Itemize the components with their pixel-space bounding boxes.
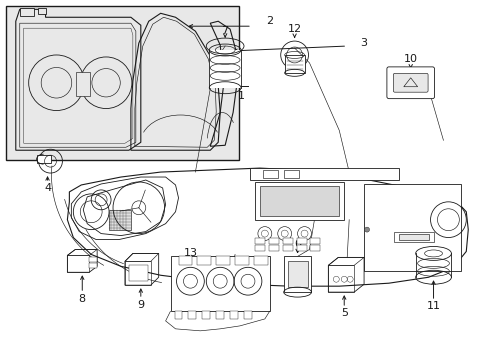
FancyBboxPatch shape (387, 67, 435, 99)
Text: 8: 8 (79, 294, 86, 304)
Bar (296, 238, 307, 243)
Bar (364, 184, 461, 271)
Bar (254, 256, 268, 265)
Text: 6: 6 (294, 239, 301, 248)
Bar (197, 256, 211, 265)
Bar (284, 256, 312, 292)
Bar (269, 238, 279, 243)
Bar (311, 246, 320, 251)
Bar (209, 50, 241, 88)
Bar (174, 311, 182, 319)
Bar (171, 256, 270, 311)
Bar (89, 257, 97, 262)
Bar (283, 246, 293, 251)
Bar (255, 182, 344, 220)
Bar (129, 265, 148, 281)
Bar (244, 311, 252, 319)
Text: 2: 2 (266, 16, 273, 26)
Bar (255, 238, 265, 243)
Text: 9: 9 (137, 300, 145, 310)
Bar (216, 256, 230, 265)
Bar (230, 311, 238, 319)
FancyBboxPatch shape (393, 73, 428, 92)
Bar (283, 238, 293, 243)
Bar (202, 311, 210, 319)
Text: 5: 5 (341, 308, 348, 318)
Bar (263, 170, 278, 178)
Bar (250, 168, 399, 180)
Bar (37, 155, 50, 163)
Text: 7: 7 (221, 26, 229, 36)
Bar (260, 186, 339, 216)
Bar (284, 170, 298, 178)
Text: 11: 11 (426, 301, 441, 311)
Text: 3: 3 (361, 38, 368, 48)
Bar (296, 246, 307, 251)
Bar (76, 72, 90, 96)
Bar (178, 256, 193, 265)
Bar (20, 8, 34, 16)
Bar (216, 311, 224, 319)
Bar (6, 6, 239, 160)
Text: 1: 1 (238, 91, 245, 101)
Bar (235, 256, 249, 265)
Text: 10: 10 (404, 54, 417, 64)
Bar (38, 8, 46, 14)
Circle shape (365, 227, 369, 232)
Bar (269, 246, 279, 251)
Text: 4: 4 (44, 183, 51, 193)
Bar (109, 210, 131, 230)
Text: 12: 12 (288, 24, 302, 34)
Bar (399, 234, 429, 239)
Bar (89, 264, 97, 268)
Bar (288, 261, 308, 287)
Text: 13: 13 (183, 248, 197, 258)
Bar (189, 311, 196, 319)
Bar (394, 231, 434, 242)
Bar (255, 246, 265, 251)
Bar (285, 55, 305, 73)
Bar (311, 238, 320, 243)
